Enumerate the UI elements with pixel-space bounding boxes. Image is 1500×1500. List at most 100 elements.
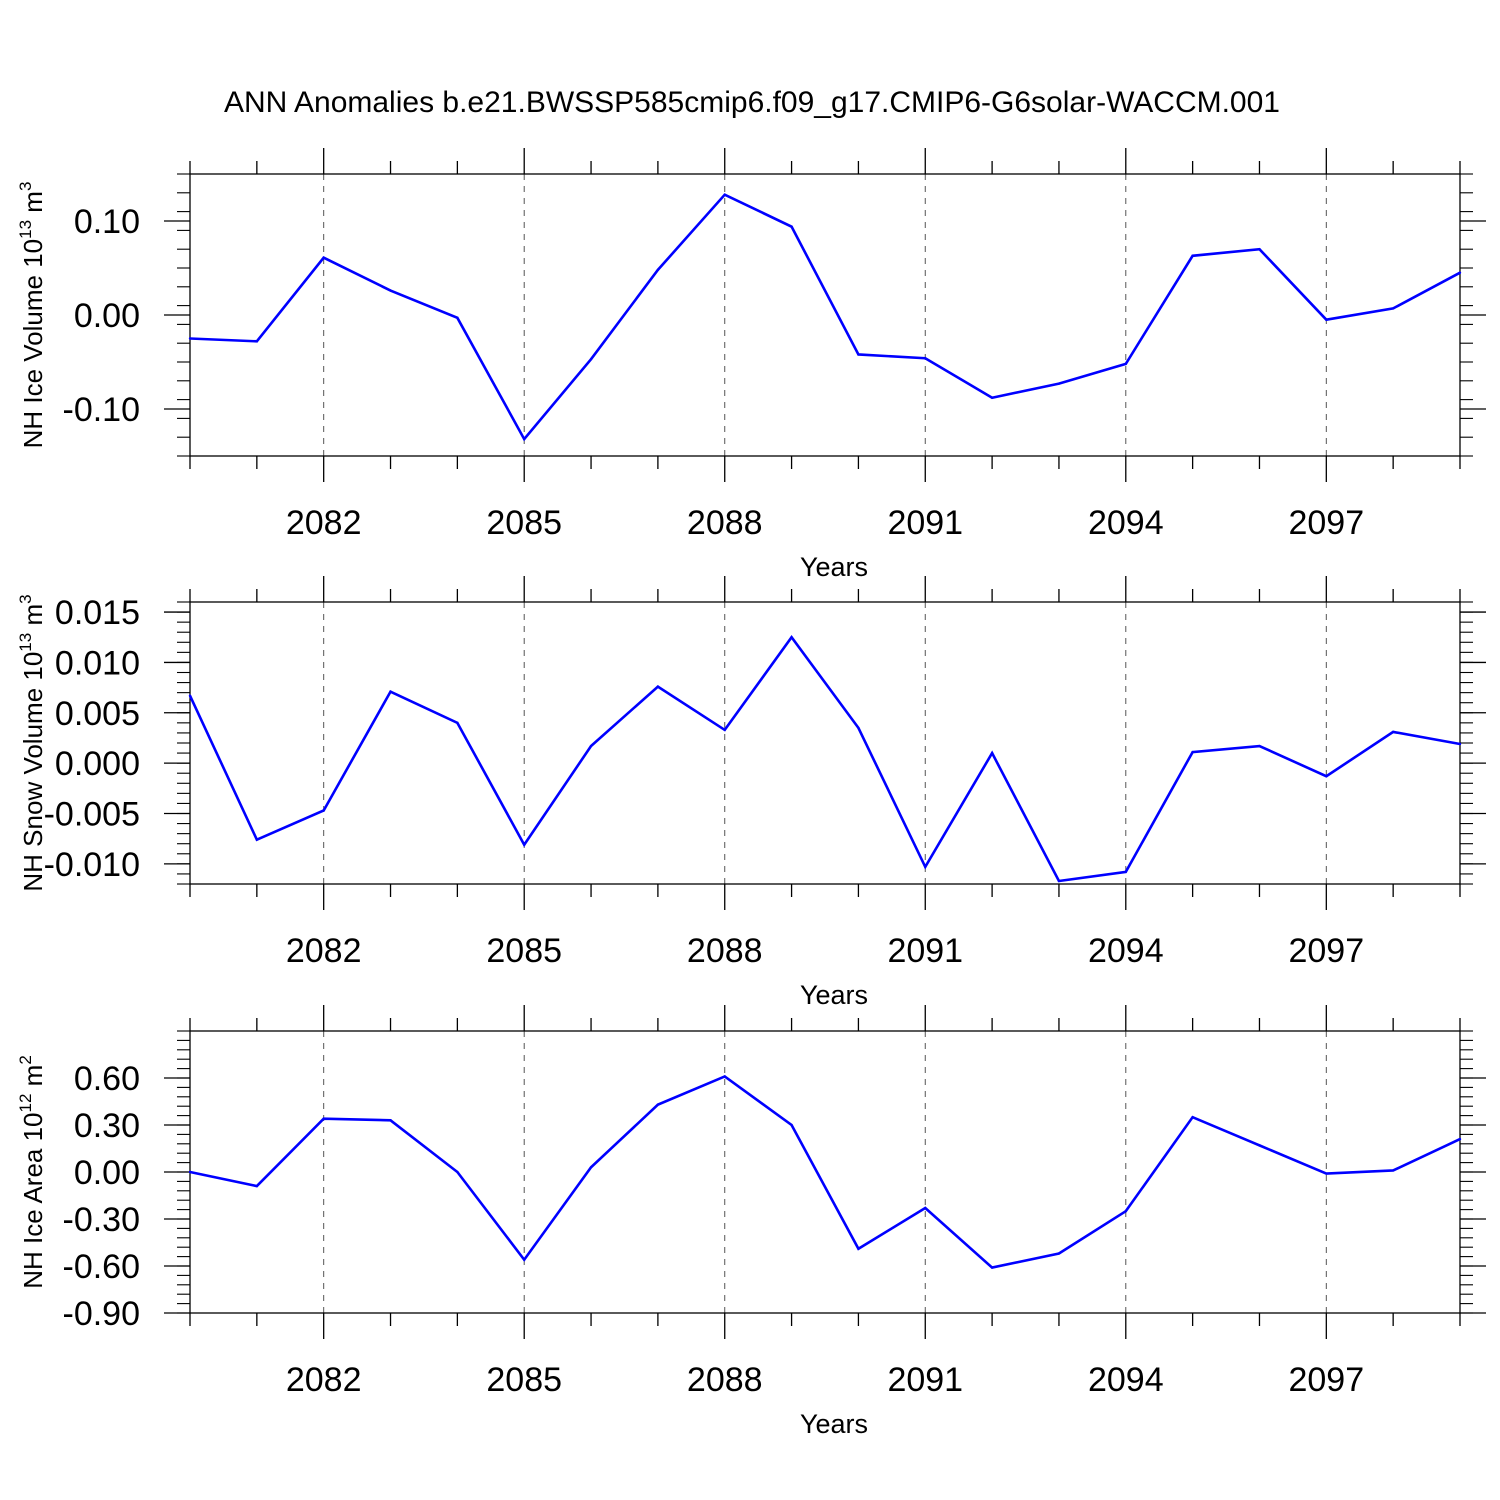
data-point <box>188 337 192 340</box>
x-tick-label: 2082 <box>286 932 362 970</box>
x-tick-label: 2085 <box>486 1361 562 1399</box>
x-tick-label: 2088 <box>687 932 763 970</box>
x-tick-label: 2082 <box>286 1361 362 1399</box>
data-point <box>589 744 593 748</box>
data-point <box>389 690 392 693</box>
data-point <box>1325 775 1328 778</box>
data-series-line <box>189 193 1461 442</box>
data-point <box>1258 248 1261 251</box>
data-point <box>924 357 927 360</box>
data-series-line <box>188 635 1461 883</box>
data-point <box>1391 307 1395 310</box>
x-tick-label: 2097 <box>1288 1361 1364 1399</box>
data-point <box>1458 742 1462 746</box>
data-point <box>990 751 994 755</box>
y-tick-label: -0.010 <box>44 846 140 884</box>
data-point <box>723 728 726 732</box>
data-point <box>389 1119 392 1122</box>
panel-2: -0.010 -0.005 0.000 0.005 0.010 0.015 2082 2085… <box>16 576 1486 1010</box>
data-point <box>857 353 860 356</box>
plot-frame <box>189 1030 1461 1314</box>
y-tick-label: -0.60 <box>63 1248 141 1286</box>
panel-3: -0.90 -0.60 -0.30 0.00 0.30 0.60 2082 2085 2088 2… <box>16 1005 1486 1439</box>
y-tick-label: 0.00 <box>74 1154 140 1192</box>
data-point <box>723 193 726 196</box>
x-tick-label: 2088 <box>687 1361 763 1399</box>
data-point <box>523 843 526 846</box>
data-point <box>1124 362 1127 366</box>
data-point <box>857 1247 860 1250</box>
data-point <box>1191 254 1194 257</box>
data-point <box>656 1103 660 1106</box>
data-point <box>656 685 660 688</box>
x-tick-label: 2085 <box>486 504 562 542</box>
data-point <box>1191 750 1194 754</box>
data-point <box>723 1075 726 1078</box>
x-tick-label: 2094 <box>1088 504 1164 542</box>
y-tick-label: -0.10 <box>63 391 141 429</box>
data-point <box>322 256 325 259</box>
data-point <box>322 809 325 812</box>
y-tick-label: 0.30 <box>74 1107 140 1145</box>
x-tick-label: 2091 <box>887 932 963 970</box>
y-tick-label: -0.30 <box>63 1201 141 1239</box>
data-point <box>255 340 259 343</box>
data-series-line <box>189 1074 1461 1269</box>
x-tick-label: 2091 <box>887 1361 963 1399</box>
data-point <box>456 721 459 725</box>
data-point <box>523 437 526 441</box>
plot-frame <box>189 601 1461 885</box>
data-point <box>322 1117 325 1120</box>
x-tick-label: 2085 <box>486 932 562 970</box>
data-point <box>1124 870 1127 874</box>
x-tick-label: 2094 <box>1088 932 1164 970</box>
data-point <box>790 225 793 228</box>
data-point <box>255 838 259 841</box>
data-point <box>790 1123 793 1127</box>
data-point <box>1325 318 1328 321</box>
data-point <box>188 1170 192 1174</box>
data-point <box>857 726 860 730</box>
data-point <box>589 1166 593 1169</box>
data-point <box>1057 382 1061 385</box>
y-tick-label: -0.90 <box>63 1295 141 1333</box>
data-point <box>790 636 793 639</box>
x-tick-label: 2094 <box>1088 1361 1164 1399</box>
data-point <box>1057 879 1061 883</box>
x-tick-label: 2097 <box>1288 504 1364 542</box>
data-point <box>389 289 392 292</box>
y-axis-label: NH Ice Area 1012 m2 <box>16 1055 48 1289</box>
data-point <box>990 1266 994 1269</box>
data-point <box>656 268 660 272</box>
x-axis-label: Years <box>800 1409 868 1439</box>
data-point <box>1325 1172 1328 1175</box>
data-point <box>1258 744 1261 748</box>
y-tick-label: 0.000 <box>55 745 140 783</box>
x-tick-label: 2097 <box>1288 932 1364 970</box>
data-point <box>456 1170 459 1174</box>
data-point <box>1391 730 1395 734</box>
x-tick-label: 2082 <box>286 504 362 542</box>
y-axis-label: NH Snow Volume 1013 m3 <box>16 594 48 891</box>
x-tick-label: 2091 <box>887 504 963 542</box>
data-point <box>1458 1137 1462 1141</box>
data-point <box>924 1206 927 1210</box>
panel-1: -0.10 0.00 0.10 2082 2085 2088 2091 2094 2097 Yea… <box>16 148 1486 582</box>
data-point <box>1124 1209 1127 1213</box>
y-tick-label: 0.10 <box>74 203 140 241</box>
data-point <box>255 1184 259 1188</box>
data-point <box>924 865 927 869</box>
y-tick-label: -0.005 <box>44 796 140 834</box>
data-point <box>1391 1169 1395 1172</box>
data-point <box>1057 1252 1061 1255</box>
y-tick-label: 0.005 <box>55 695 140 733</box>
data-point <box>589 357 593 361</box>
x-axis-label: Years <box>800 980 868 1010</box>
data-point <box>523 1258 526 1261</box>
plot-frame <box>189 173 1461 457</box>
chart-title: ANN Anomalies b.e21.BWSSP585cmip6.f09_g1… <box>224 86 1280 119</box>
x-tick-label: 2088 <box>687 504 763 542</box>
y-tick-label: 0.010 <box>55 644 140 682</box>
data-point <box>1191 1115 1194 1119</box>
